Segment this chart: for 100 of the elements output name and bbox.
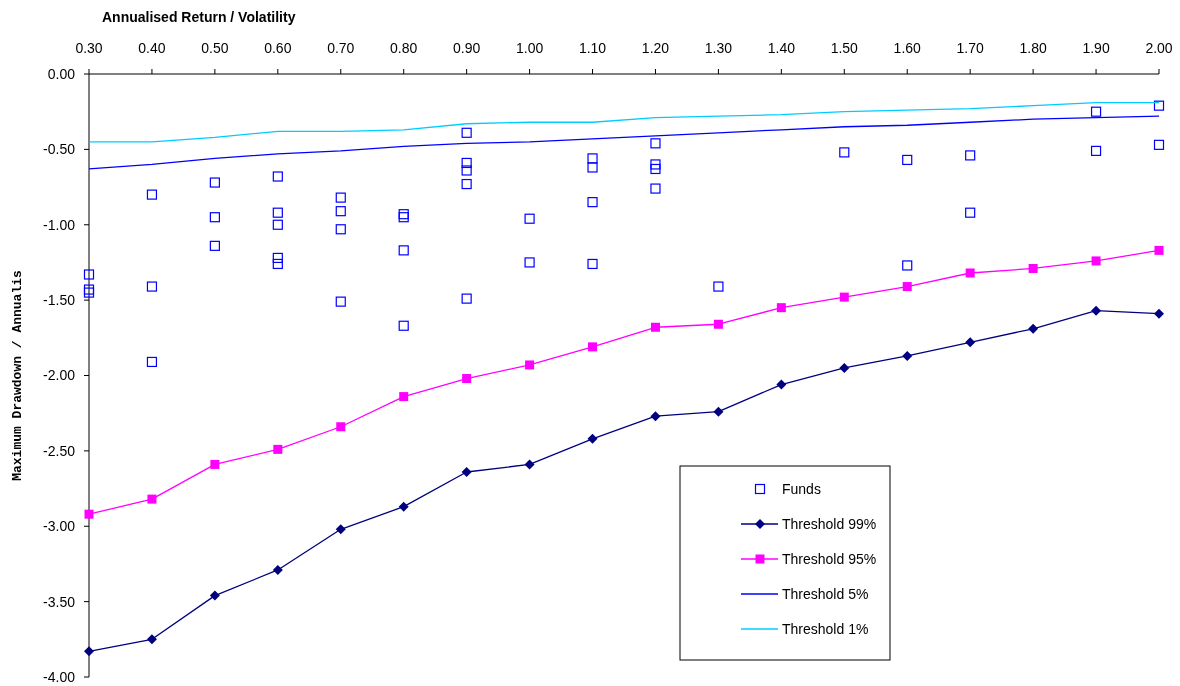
x-tick-label: 0.50 [201, 40, 229, 56]
point [1153, 100, 1165, 111]
point [146, 189, 158, 200]
point [209, 590, 220, 601]
point [147, 494, 157, 504]
point [461, 178, 472, 190]
point [146, 281, 158, 292]
y-tick-label: -3.50 [43, 593, 76, 610]
point [776, 303, 786, 313]
point [1090, 106, 1102, 117]
y-tick-label: -3.00 [43, 518, 76, 535]
point [84, 509, 94, 519]
x-axis-title: Annualised Return / Volatility [102, 9, 296, 25]
point [650, 411, 661, 422]
point [650, 159, 661, 170]
point [902, 350, 913, 361]
point [272, 258, 283, 270]
x-tick-label: 1.90 [1082, 40, 1110, 56]
point [965, 268, 975, 278]
x-tick-label: 1.30 [704, 40, 733, 56]
point [587, 433, 598, 444]
point [650, 322, 660, 332]
x-tick-label: 0.60 [264, 40, 292, 56]
point [587, 162, 598, 173]
point [461, 165, 472, 176]
point [524, 213, 535, 224]
y-tick-label: 0.00 [47, 65, 76, 82]
legend-label: Threshold 95% [782, 550, 877, 567]
point [146, 356, 158, 368]
x-tick-label: 1.00 [515, 40, 544, 56]
point [83, 269, 95, 280]
point [335, 192, 346, 203]
y-tick-label: -4.00 [43, 668, 76, 685]
point [84, 646, 94, 657]
y-tick-label: -2.50 [43, 442, 76, 459]
point [272, 207, 283, 218]
legend-label: Threshold 5% [782, 585, 869, 602]
point [398, 501, 409, 512]
point [902, 154, 913, 166]
x-tick-label: 1.20 [641, 40, 670, 56]
point [524, 257, 535, 268]
point [1090, 145, 1102, 156]
point [839, 292, 849, 302]
point [902, 260, 913, 271]
x-tick-label: 1.70 [956, 40, 985, 56]
point [461, 293, 472, 304]
point [210, 459, 220, 469]
point [839, 147, 850, 158]
y-tick-label: -2.00 [43, 367, 76, 384]
point [272, 564, 283, 575]
point [839, 362, 850, 373]
y-tick-label: -1.50 [43, 292, 76, 309]
point [209, 240, 220, 251]
point [524, 459, 535, 470]
y-tick-label: -1.00 [43, 216, 76, 233]
point [335, 296, 346, 307]
point [272, 252, 283, 264]
point [336, 422, 346, 432]
point [461, 127, 472, 138]
point [209, 212, 220, 223]
point [272, 219, 283, 230]
point [399, 392, 409, 402]
point [1154, 245, 1164, 255]
point [335, 206, 346, 217]
x-tick-label: 0.40 [138, 40, 166, 56]
point [650, 183, 661, 194]
point [1153, 139, 1165, 150]
point [209, 177, 220, 188]
point [713, 319, 723, 329]
x-tick-label: 1.40 [767, 40, 796, 56]
point [1154, 308, 1164, 319]
point [587, 258, 598, 270]
point [1091, 305, 1102, 316]
point [335, 524, 346, 535]
point [525, 360, 535, 370]
point [461, 157, 472, 169]
point [650, 138, 661, 149]
point [398, 245, 409, 256]
point [273, 444, 283, 454]
point [462, 374, 472, 384]
x-tick-label: 0.80 [390, 40, 418, 56]
point [965, 337, 976, 348]
point [398, 320, 409, 331]
x-tick-label: 0.90 [453, 40, 481, 56]
legend-label: Threshold 99% [782, 515, 877, 532]
point [965, 207, 976, 218]
point [776, 379, 787, 390]
legend-label: Funds [782, 480, 821, 497]
point [146, 634, 157, 645]
point [1028, 263, 1038, 273]
x-tick-label: 1.50 [830, 40, 859, 56]
x-tick-label: 1.60 [893, 40, 922, 56]
y-axis-title: Maximum Drawdown / Annualis [10, 269, 25, 481]
x-tick-label: 2.00 [1145, 40, 1173, 56]
x-tick-label: 1.10 [578, 40, 607, 56]
point [335, 224, 346, 235]
point [713, 406, 724, 417]
point [461, 466, 472, 477]
point [713, 281, 724, 292]
x-tick-label: 1.80 [1019, 40, 1047, 56]
